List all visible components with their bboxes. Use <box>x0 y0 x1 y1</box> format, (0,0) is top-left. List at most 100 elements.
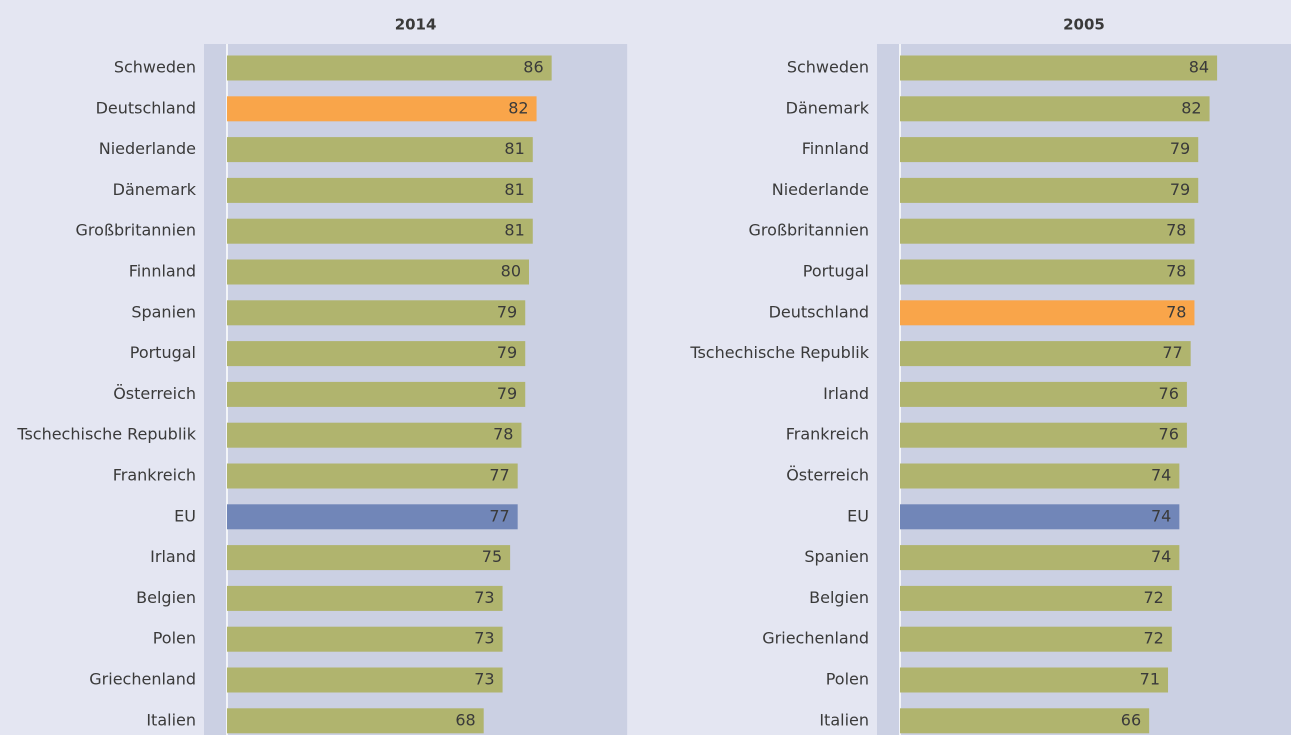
bar <box>227 341 526 367</box>
bar <box>227 504 518 530</box>
bar <box>900 55 1218 81</box>
bar <box>227 259 529 285</box>
bar <box>227 96 537 122</box>
category-label: EU <box>174 506 196 525</box>
value-label: 72 <box>1143 629 1163 648</box>
bar <box>227 300 526 326</box>
value-label: 78 <box>1166 302 1186 321</box>
value-label: 73 <box>474 588 494 607</box>
value-label: 79 <box>1170 139 1190 158</box>
category-label: Polen <box>826 670 869 689</box>
category-label: Österreich <box>113 384 196 403</box>
category-label: Tschechische Republik <box>689 343 869 362</box>
value-label: 81 <box>504 221 524 240</box>
bar <box>227 137 533 163</box>
bar <box>900 463 1180 489</box>
category-label: Irland <box>823 384 869 403</box>
bar <box>227 708 484 734</box>
category-label: Finnland <box>129 262 196 281</box>
category-label: Polen <box>153 629 196 648</box>
bar <box>900 708 1150 734</box>
value-label: 86 <box>523 58 543 77</box>
bar <box>900 545 1180 571</box>
bar <box>900 504 1180 530</box>
value-label: 71 <box>1140 670 1160 689</box>
chart-title: 2014 <box>395 16 437 34</box>
value-label: 82 <box>1181 98 1201 117</box>
value-label: 76 <box>1159 425 1179 444</box>
value-label: 72 <box>1143 588 1163 607</box>
value-label: 79 <box>497 343 517 362</box>
value-label: 81 <box>504 139 524 158</box>
category-label: Großbritannien <box>749 221 869 240</box>
value-label: 74 <box>1151 466 1171 485</box>
category-label: Portugal <box>803 262 869 281</box>
category-label: Griechenland <box>89 670 196 689</box>
value-label: 82 <box>508 98 528 117</box>
bar <box>227 667 503 693</box>
value-label: 78 <box>493 425 513 444</box>
category-label: Deutschland <box>769 302 869 321</box>
category-label: Großbritannien <box>76 221 196 240</box>
category-label: Dänemark <box>786 98 870 117</box>
value-label: 74 <box>1151 547 1171 566</box>
bar <box>227 626 503 652</box>
value-label: 75 <box>482 547 502 566</box>
value-label: 68 <box>455 710 475 729</box>
value-label: 66 <box>1121 710 1141 729</box>
category-label: Italien <box>146 710 196 729</box>
bar <box>900 300 1195 326</box>
category-label: Schweden <box>787 58 869 77</box>
bar <box>227 585 503 611</box>
value-label: 74 <box>1151 506 1171 525</box>
value-label: 81 <box>504 180 524 199</box>
value-label: 77 <box>489 506 509 525</box>
category-label: Dänemark <box>113 180 197 199</box>
value-label: 73 <box>474 629 494 648</box>
category-label: Frankreich <box>113 466 196 485</box>
category-label: Griechenland <box>762 629 869 648</box>
category-label: EU <box>847 506 869 525</box>
bar <box>900 422 1187 448</box>
bar <box>900 341 1191 367</box>
bar <box>227 422 522 448</box>
bar <box>900 137 1199 163</box>
value-label: 78 <box>1166 221 1186 240</box>
value-label: 73 <box>474 670 494 689</box>
category-label: Portugal <box>130 343 196 362</box>
category-label: Irland <box>150 547 196 566</box>
category-label: Belgien <box>136 588 196 607</box>
value-label: 77 <box>1162 343 1182 362</box>
chart-title: 2005 <box>1063 16 1105 34</box>
value-label: 76 <box>1159 384 1179 403</box>
value-label: 79 <box>497 384 517 403</box>
bar <box>900 585 1172 611</box>
category-label: Finnland <box>802 139 869 158</box>
bar <box>227 381 526 407</box>
bar <box>227 545 511 571</box>
category-label: Spanien <box>131 302 196 321</box>
bar <box>227 218 533 244</box>
bar <box>900 177 1199 203</box>
category-label: Belgien <box>809 588 869 607</box>
value-label: 78 <box>1166 262 1186 281</box>
value-label: 80 <box>501 262 521 281</box>
bar <box>227 177 533 203</box>
bar <box>900 218 1195 244</box>
category-label: Niederlande <box>772 180 869 199</box>
category-label: Schweden <box>114 58 196 77</box>
category-label: Spanien <box>804 547 869 566</box>
bar <box>227 463 518 489</box>
category-label: Niederlande <box>99 139 196 158</box>
bar <box>900 381 1187 407</box>
category-label: Italien <box>819 710 869 729</box>
value-label: 79 <box>1170 180 1190 199</box>
category-label: Frankreich <box>786 425 869 444</box>
bar <box>900 96 1210 122</box>
category-label: Österreich <box>786 466 869 485</box>
category-label: Tschechische Republik <box>16 425 196 444</box>
value-label: 79 <box>497 302 517 321</box>
bar <box>900 259 1195 285</box>
bar <box>227 55 552 81</box>
